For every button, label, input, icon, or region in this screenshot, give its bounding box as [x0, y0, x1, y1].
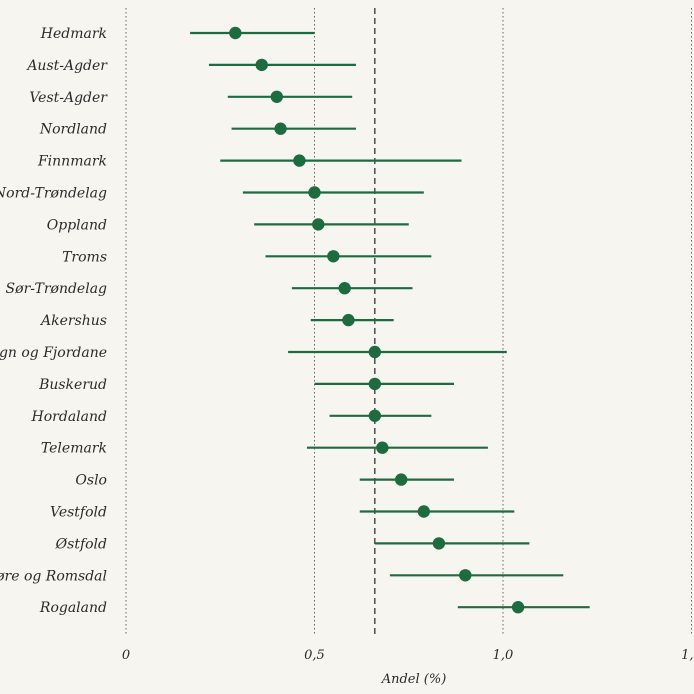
estimate-point: [312, 218, 325, 231]
estimate-point: [308, 186, 321, 199]
estimate-point: [293, 154, 306, 167]
category-label: Sogn og Fjordane: [0, 345, 107, 361]
category-label: Vestfold: [50, 505, 107, 521]
category-label: Oppland: [47, 217, 107, 233]
category-label: Rogaland: [39, 600, 107, 616]
category-label: Akershus: [39, 313, 107, 329]
category-label: Oslo: [75, 473, 107, 489]
estimate-point: [229, 26, 242, 40]
estimate-point: [459, 569, 472, 582]
category-label: Nord-Trøndelag: [0, 186, 107, 202]
category-label: Telemark: [41, 441, 107, 457]
category-label: Troms: [62, 249, 107, 265]
x-tick-label: 1,0: [493, 648, 514, 663]
grid-lines: [125, 8, 692, 634]
x-axis: 0 0,5 1,0 1,5: [122, 648, 694, 663]
x-tick-label: 1,5: [681, 648, 694, 663]
x-tick-label: 0: [122, 648, 130, 663]
category-label: Buskerud: [38, 377, 107, 393]
estimate-point: [368, 345, 382, 359]
category-labels: Hedmark Aust-Agder Vest-Agder Nordland Finnm…: [0, 26, 108, 616]
x-axis-label: Andel (%): [381, 672, 447, 687]
category-label: Finnmark: [37, 154, 107, 170]
estimate-point: [432, 537, 446, 550]
category-label: Aust-Agder: [25, 58, 108, 74]
category-label: Møre og Romsdal: [0, 568, 107, 584]
category-label: Hedmark: [40, 26, 107, 42]
estimate-point: [368, 409, 382, 422]
estimate-point: [376, 441, 389, 454]
x-tick-label: 0,5: [304, 648, 325, 663]
category-label: Nordland: [39, 122, 107, 138]
category-label: Vest-Agder: [29, 90, 108, 106]
estimate-point: [270, 90, 283, 104]
estimate-point: [511, 601, 525, 614]
estimate-point: [395, 473, 408, 486]
data-marks: [190, 26, 590, 614]
estimate-point: [255, 58, 268, 72]
category-label: Sør-Trøndelag: [6, 281, 107, 297]
estimate-point: [417, 505, 431, 518]
estimate-point: [368, 377, 382, 391]
category-label: Hordaland: [31, 409, 107, 425]
estimate-point: [342, 313, 355, 327]
estimate-point: [338, 282, 351, 295]
estimate-point: [327, 250, 340, 263]
category-label: Østfold: [55, 536, 107, 552]
estimate-point: [274, 122, 287, 135]
